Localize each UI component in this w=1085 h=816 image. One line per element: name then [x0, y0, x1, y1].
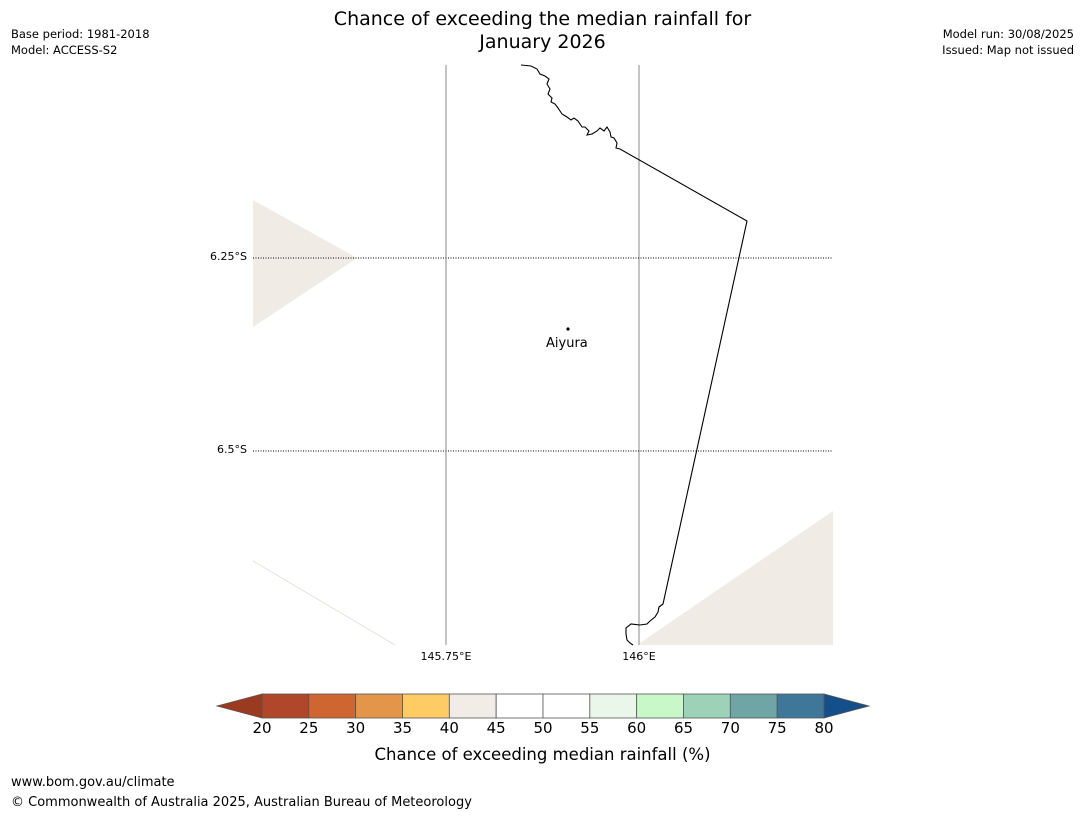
- colorbar-tick-40: 40: [439, 719, 459, 737]
- colorbar-tick-80: 80: [814, 719, 834, 737]
- model-text: Model: ACCESS-S2: [11, 43, 118, 57]
- boundary-line: [520, 64, 748, 646]
- fill-40-45-west: [253, 200, 357, 327]
- lat-label-6-5: 6.5°S: [217, 443, 247, 456]
- colorbar-under-arrow: [215, 693, 263, 719]
- meta-right: Model run: 30/08/2025 Issued: Map not is…: [942, 26, 1074, 58]
- map-area: [252, 64, 833, 646]
- colorbar-tick-60: 60: [627, 719, 647, 737]
- title-line-2: January 2026: [479, 31, 606, 53]
- colorbar-cell-50-55: [542, 693, 591, 719]
- colorbar-over-arrow: [823, 693, 871, 719]
- map-title: Chance of exceeding the median rainfall …: [0, 8, 1085, 54]
- lat-label-6-25: 6.25°S: [210, 250, 247, 263]
- footer-copyright: © Commonwealth of Australia 2025, Austra…: [11, 795, 472, 810]
- colorbar: [215, 693, 871, 719]
- base-period-text: Base period: 1981-2018: [11, 27, 150, 41]
- colorbar-cell-45-50: [495, 693, 544, 719]
- aiyura-dot: [566, 327, 570, 331]
- lon-label-146: 146°E: [622, 650, 656, 663]
- colorbar-cell-35-40: [402, 693, 450, 719]
- colorbar-cells: [261, 693, 825, 719]
- colorbar-tick-30: 30: [346, 719, 366, 737]
- lon-label-145-75: 145.75°E: [420, 650, 472, 663]
- title-line-1: Chance of exceeding the median rainfall …: [333, 8, 752, 30]
- fill-40-45-southeast: [637, 511, 833, 645]
- colorbar-tick-70: 70: [720, 719, 740, 737]
- colorbar-tick-65: 65: [673, 719, 694, 737]
- contour-faint: [252, 560, 396, 646]
- colorbar-tick-55: 55: [580, 719, 600, 737]
- colorbar-cell-60-65: [636, 693, 684, 719]
- colorbar-cell-30-35: [355, 693, 403, 719]
- colorbar-cell-40-45: [448, 693, 497, 719]
- colorbar-tick-35: 35: [392, 719, 413, 737]
- issued-text: Issued: Map not issued: [942, 43, 1074, 57]
- colorbar-tick-50: 50: [533, 719, 553, 737]
- footer-url[interactable]: www.bom.gov.au/climate: [11, 775, 175, 790]
- colorbar-cell-75-80: [776, 693, 825, 719]
- place-label-aiyura: Aiyura: [546, 336, 588, 351]
- colorbar-cell-25-30: [308, 693, 357, 719]
- model-run-text: Model run: 30/08/2025: [942, 27, 1074, 41]
- meta-left: Base period: 1981-2018 Model: ACCESS-S2: [11, 26, 150, 58]
- colorbar-tick-25: 25: [299, 719, 319, 737]
- colorbar-tick-45: 45: [486, 719, 506, 737]
- colorbar-cell-70-75: [729, 693, 778, 719]
- colorbar-cell-55-60: [589, 693, 638, 719]
- colorbar-cell-20-25: [261, 693, 310, 719]
- colorbar-title: Chance of exceeding median rainfall (%): [374, 745, 711, 764]
- colorbar-cell-65-70: [683, 693, 731, 719]
- colorbar-tick-20: 20: [252, 719, 272, 737]
- colorbar-tick-75: 75: [767, 719, 787, 737]
